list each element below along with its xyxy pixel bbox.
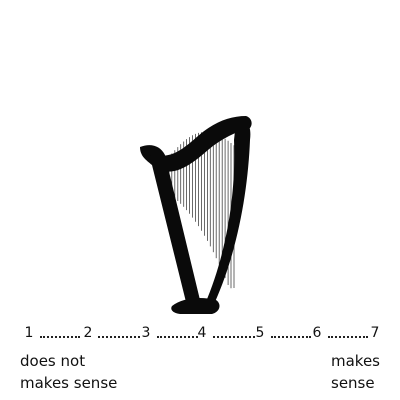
harp-column bbox=[140, 145, 200, 302]
harp-base bbox=[171, 298, 220, 314]
scale-point-2: 2 bbox=[83, 325, 93, 341]
scale-label-low: does not makes sense bbox=[20, 352, 118, 392]
scale-dots bbox=[98, 328, 140, 338]
scale-point-5: 5 bbox=[255, 325, 265, 341]
scale-point-1: 1 bbox=[24, 325, 34, 341]
scale-dots bbox=[40, 328, 80, 338]
rating-scale: 1 2 3 4 5 6 7 bbox=[20, 323, 382, 343]
scale-dots bbox=[328, 328, 368, 338]
harp-neck bbox=[148, 116, 252, 172]
scale-dots bbox=[213, 328, 255, 338]
scale-point-3: 3 bbox=[141, 325, 151, 341]
scale-dots bbox=[157, 328, 198, 338]
scale-point-4: 4 bbox=[197, 325, 207, 341]
scale-point-7: 7 bbox=[370, 325, 380, 341]
scale-point-6: 6 bbox=[312, 325, 322, 341]
harp-soundboard bbox=[205, 120, 251, 304]
scale-dots bbox=[271, 328, 311, 338]
scale-label-high: makes sense bbox=[331, 352, 380, 392]
